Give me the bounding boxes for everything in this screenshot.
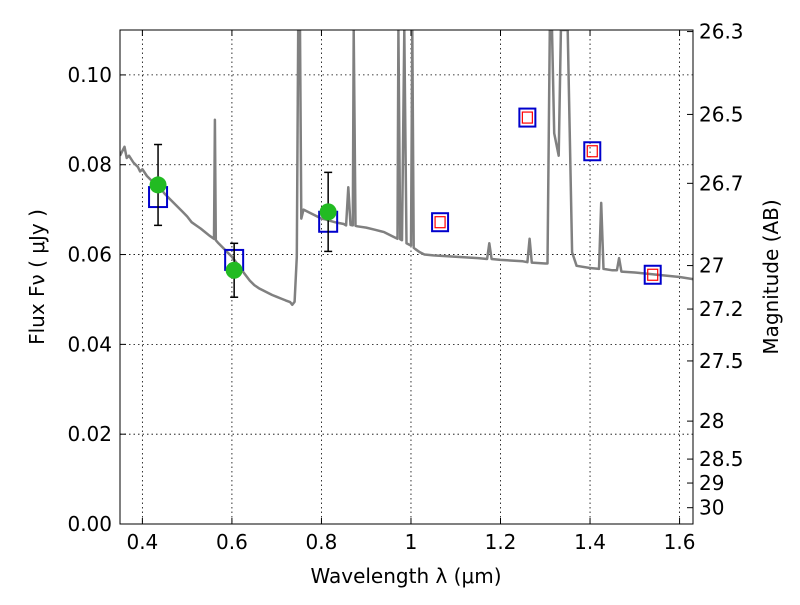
- mag-tick-label: 28.5: [699, 447, 744, 471]
- axis-ticks: 0.4 0.6 0.8 1 1.2 1.4 1.6 0.00 0.02 0.04 0.06 0.08 0…: [67, 20, 743, 554]
- y-tick-label: 0.02: [67, 422, 112, 446]
- mag-tick-label: 26.7: [699, 171, 744, 195]
- mag-tick-label: 26.3: [699, 20, 744, 44]
- plot-frame: [119, 29, 694, 525]
- y-axis-label: Flux Fν ( μJy ): [25, 209, 49, 345]
- x-axis-label: Wavelength λ (μm): [310, 564, 501, 588]
- x-tick-label: 0.6: [216, 530, 248, 554]
- x-tick-label: 1.2: [485, 530, 517, 554]
- observed-point: [225, 261, 243, 279]
- model-photometry-square-outer: [518, 107, 537, 128]
- y-axis-right-label: Magnitude (AB): [759, 199, 783, 354]
- model-photometry-square-inner: [647, 268, 659, 281]
- model-photometry-square-inner: [586, 145, 598, 158]
- grid-lines: [120, 30, 693, 525]
- plot-area: [120, 30, 693, 307]
- x-tick-label: 0.8: [306, 530, 338, 554]
- observed-point: [319, 203, 337, 221]
- x-tick-label: 1.6: [664, 530, 696, 554]
- spectrum-line: [120, 30, 693, 307]
- mag-tick-label: 27: [699, 254, 724, 278]
- observed-point: [149, 176, 167, 194]
- x-tick-label: 1: [405, 530, 418, 554]
- x-tick-label: 1.4: [574, 530, 606, 554]
- mag-tick-label: 26.5: [699, 102, 744, 126]
- mag-tick-label: 30: [699, 496, 724, 520]
- mag-tick-label: 27.5: [699, 349, 744, 373]
- model-photometry-square-inner: [521, 111, 533, 124]
- markers-layer: [148, 107, 662, 298]
- y-tick-label: 0.06: [67, 243, 112, 267]
- mag-tick-label: 28: [699, 409, 724, 433]
- model-photometry-square-inner: [434, 216, 446, 229]
- y-tick-label: 0.10: [67, 63, 112, 87]
- y-tick-label: 0.08: [67, 153, 112, 177]
- x-tick-label: 0.4: [126, 530, 158, 554]
- y-tick-label: 0.04: [67, 332, 112, 356]
- model-photometry-square-outer: [583, 141, 602, 162]
- mag-tick-label: 27.2: [699, 297, 744, 321]
- y-tick-label: 0.00: [67, 512, 112, 536]
- mag-tick-label: 29: [699, 471, 724, 495]
- model-photometry-square-outer: [431, 212, 450, 233]
- model-photometry-square-outer: [643, 264, 662, 285]
